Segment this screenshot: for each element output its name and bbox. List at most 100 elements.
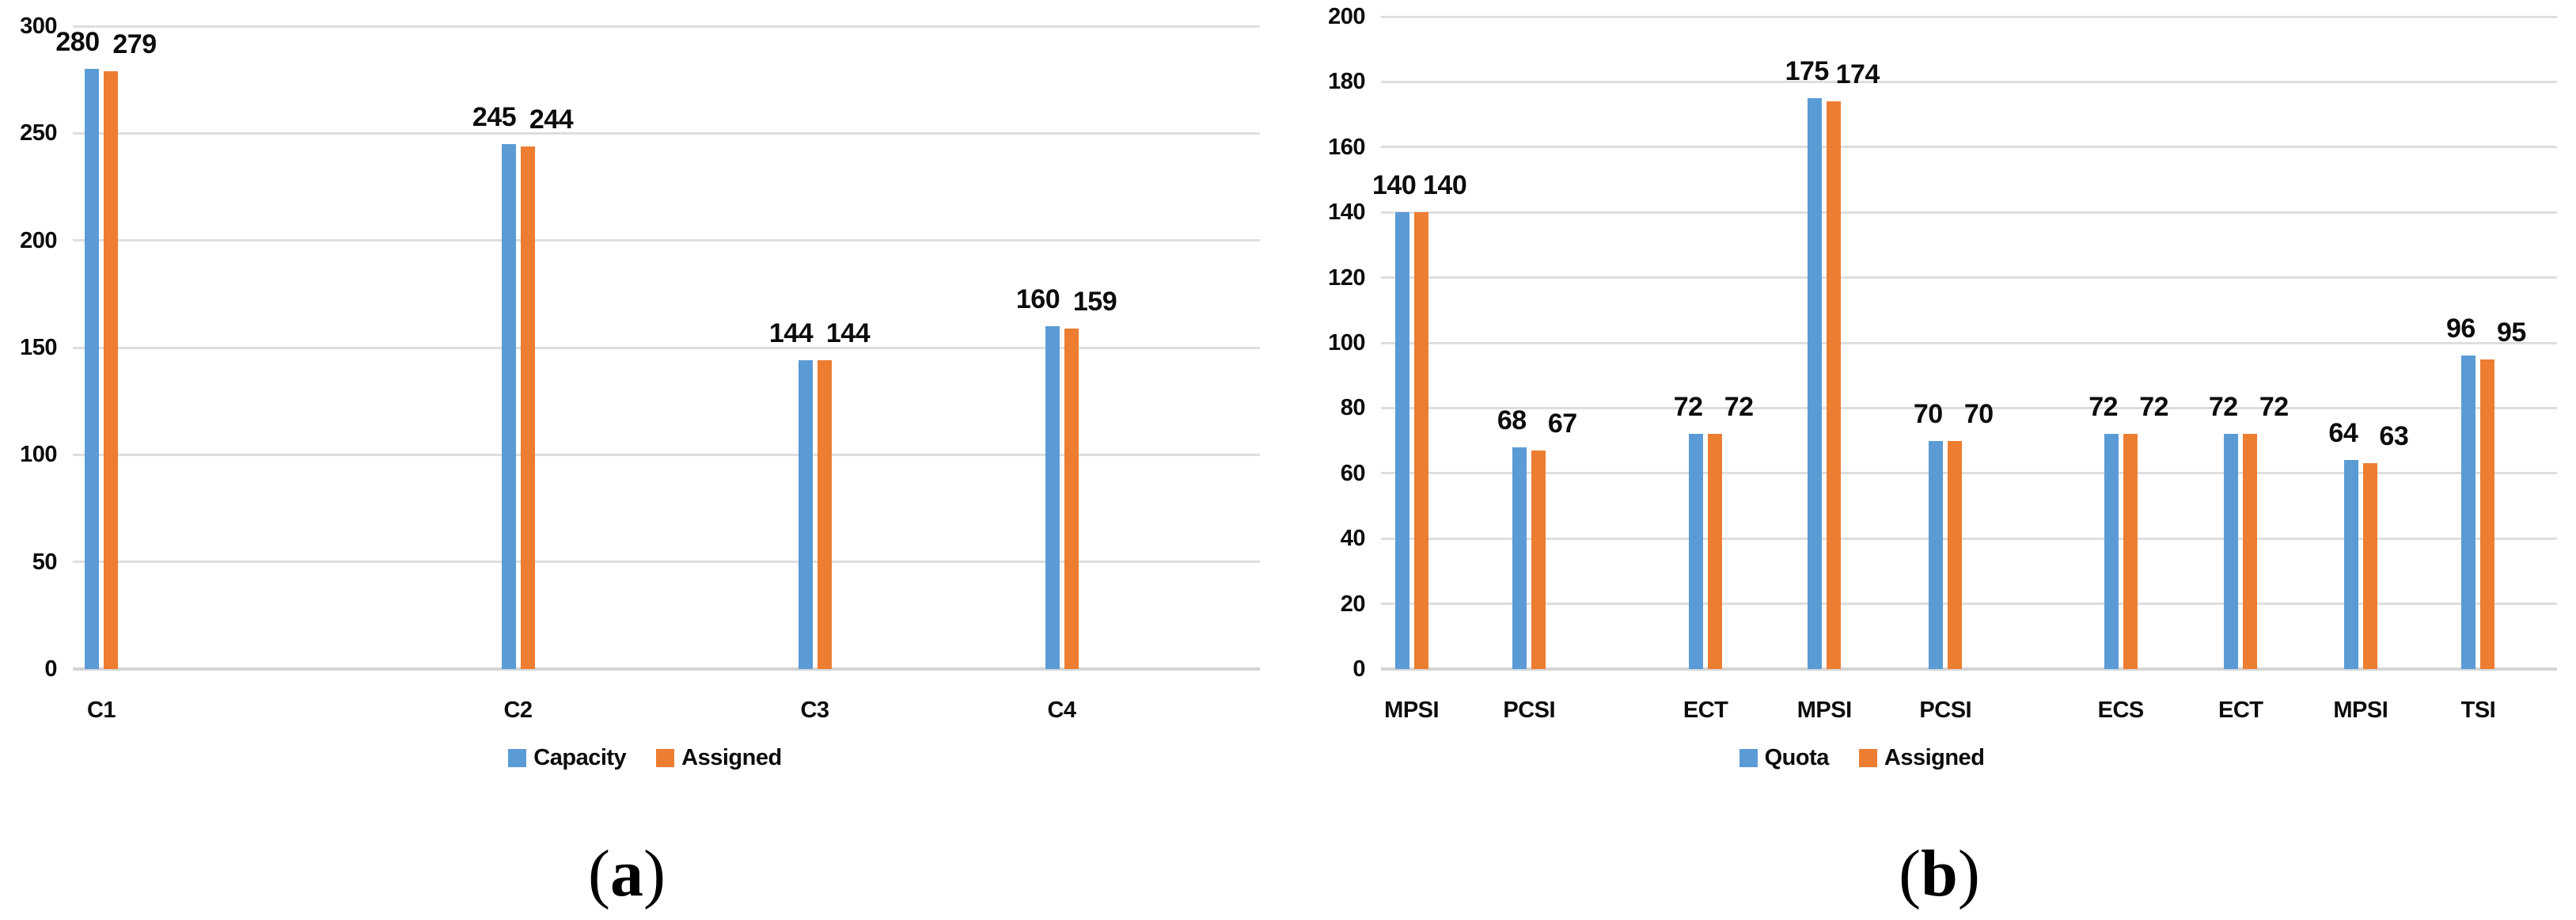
chart-b-plot-area: 0 20 40 60 80 100 120 140 160 180 200 140 140 MPSI 68 6… (1328, 5, 2557, 723)
x-axis-label-c3-2: C3 (800, 698, 829, 723)
bar-quota-mpsi-3 (1808, 98, 1823, 669)
y-axis-label-140: 140 (1328, 200, 1365, 226)
caption-a: (a) (0, 838, 1272, 910)
y-axis-label-200: 200 (1328, 4, 1365, 29)
bar-capacity-c3-2 (798, 360, 813, 669)
gridline-200 (1381, 15, 2557, 18)
legend-item-capacity: Capacity (508, 745, 627, 771)
caption-b-letter: b (1921, 837, 1958, 910)
bar-value-label-capacity-3: 160 (1015, 283, 1060, 314)
y-axis-label-150: 150 (20, 335, 57, 360)
bar-value-label-assigned-1: 244 (529, 104, 574, 135)
bar-assigned-ect-6 (2243, 434, 2258, 669)
x-axis-label-c2-1: C2 (503, 698, 533, 723)
bar-value-label-assigned-4: 70 (1963, 398, 1994, 429)
bar-value-label-quota-7: 64 (2328, 418, 2358, 449)
bar-value-label-capacity-1: 245 (472, 101, 517, 132)
gridline-50 (73, 561, 1260, 564)
caption-a-close-paren: ) (643, 837, 666, 910)
y-axis-label-20: 20 (1340, 591, 1366, 617)
bar-value-label-assigned-3: 159 (1072, 286, 1117, 317)
bar-value-label-capacity-0: 280 (55, 27, 100, 58)
y-axis-label-50: 50 (32, 549, 58, 575)
y-axis-label-60: 60 (1340, 460, 1366, 486)
bar-quota-pcsi-4 (1929, 440, 1944, 669)
bar-assigned-tsi-8 (2480, 359, 2495, 669)
x-axis-label-ect-2: ECT (1683, 698, 1728, 723)
chart-b: 0 20 40 60 80 100 120 140 160 180 200 140 140 MPSI 68 6… (1290, 0, 2576, 920)
x-axis-label-pcsi-1: PCSI (1503, 698, 1556, 723)
y-axis-label-0: 0 (1352, 656, 1365, 682)
x-axis-label-mpsi-0: MPSI (1384, 698, 1440, 723)
gridline-250 (73, 131, 1260, 135)
legend-swatch-quota (1739, 749, 1758, 767)
gridline-100 (73, 453, 1260, 456)
y-axis-label-300: 300 (20, 13, 57, 39)
gridline-20 (1381, 603, 2557, 606)
y-axis-label-80: 80 (1340, 395, 1366, 421)
chart-a: 0 50 100 150 200 250 300 280 279 C1 245 244 C2 144 144… (0, 14, 1272, 910)
x-axis-label-pcsi-4: PCSI (1919, 698, 1972, 723)
bar-value-label-quota-3: 175 (1785, 56, 1830, 86)
gridline-200 (73, 239, 1260, 242)
bar-value-label-assigned-1: 67 (1547, 408, 1577, 439)
bar-value-label-capacity-2: 144 (768, 318, 814, 349)
bar-value-label-assigned-3: 174 (1835, 59, 1880, 90)
y-axis-label-200: 200 (20, 227, 57, 253)
bar-value-label-assigned-8: 95 (2497, 317, 2526, 348)
gridline-60 (1381, 472, 2557, 475)
x-axis-label-c1-0: C1 (86, 698, 116, 723)
gridline-180 (1381, 80, 2557, 83)
y-axis-label-180: 180 (1328, 69, 1365, 95)
gridline-40 (1381, 537, 2557, 540)
bar-quota-pcsi-1 (1512, 447, 1527, 669)
bar-quota-tsi-8 (2461, 355, 2476, 669)
caption-a-open-paren: ( (588, 837, 610, 910)
bar-value-label-quota-5: 72 (2088, 392, 2119, 423)
bar-assigned-pcsi-4 (1948, 440, 1963, 669)
x-axis-label-mpsi-3: MPSI (1796, 698, 1852, 723)
caption-b-close-paren: ) (1957, 837, 1980, 910)
bar-capacity-c2-1 (501, 143, 516, 669)
gridline-160 (1381, 146, 2557, 149)
y-axis-label-0: 0 (44, 656, 57, 682)
bar-value-label-assigned-6: 72 (2259, 392, 2289, 423)
x-axis-label-tsi-8: TSI (2460, 698, 2496, 723)
bar-assigned-ecs-5 (2123, 434, 2138, 669)
bar-value-label-assigned-0: 140 (1423, 170, 1467, 201)
legend-label-assigned-b: Assigned (1884, 745, 1985, 770)
bar-assigned-c3-2 (817, 360, 832, 669)
x-axis-label-ecs-5: ECS (2097, 698, 2145, 723)
bar-value-label-quota-2: 72 (1673, 392, 1703, 423)
caption-a-letter: a (610, 837, 643, 910)
bar-quota-mpsi-7 (2343, 460, 2358, 669)
bar-assigned-ect-2 (1708, 434, 1723, 669)
legend-label-assigned-a: Assigned (681, 745, 782, 770)
x-axis-label-ect-6: ECT (2218, 698, 2263, 723)
gridline-120 (1381, 276, 2557, 279)
y-axis-label-40: 40 (1340, 526, 1366, 552)
chart-a-plot-area: 0 50 100 150 200 250 300 280 279 C1 245 244 C2 144 144… (20, 14, 1260, 723)
bar-quota-mpsi-0 (1394, 212, 1409, 669)
bar-assigned-pcsi-1 (1531, 450, 1546, 669)
bar-assigned-mpsi-7 (2362, 463, 2377, 669)
bar-value-label-quota-4: 70 (1913, 398, 1943, 429)
legend-swatch-assigned-a (656, 749, 675, 767)
gridline-140 (1381, 211, 2557, 214)
bar-value-label-quota-6: 72 (2208, 392, 2238, 423)
x-axis-line (1381, 667, 2557, 671)
bar-quota-ecs-5 (2104, 434, 2119, 669)
y-axis-label-120: 120 (1328, 264, 1365, 291)
x-axis-line (73, 667, 1260, 671)
legend-item-assigned-a: Assigned (656, 745, 782, 771)
bar-assigned-mpsi-3 (1827, 101, 1842, 669)
gridline-100 (1381, 341, 2557, 344)
gridline-300 (73, 25, 1260, 28)
x-axis-label-mpsi-7: MPSI (2333, 698, 2388, 723)
bar-quota-ect-6 (2224, 434, 2239, 669)
legend-item-quota: Quota (1739, 745, 1829, 771)
caption-b-open-paren: ( (1899, 837, 1922, 910)
bar-value-label-assigned-2: 72 (1724, 392, 1754, 423)
caption-b: (b) (1296, 838, 2576, 910)
